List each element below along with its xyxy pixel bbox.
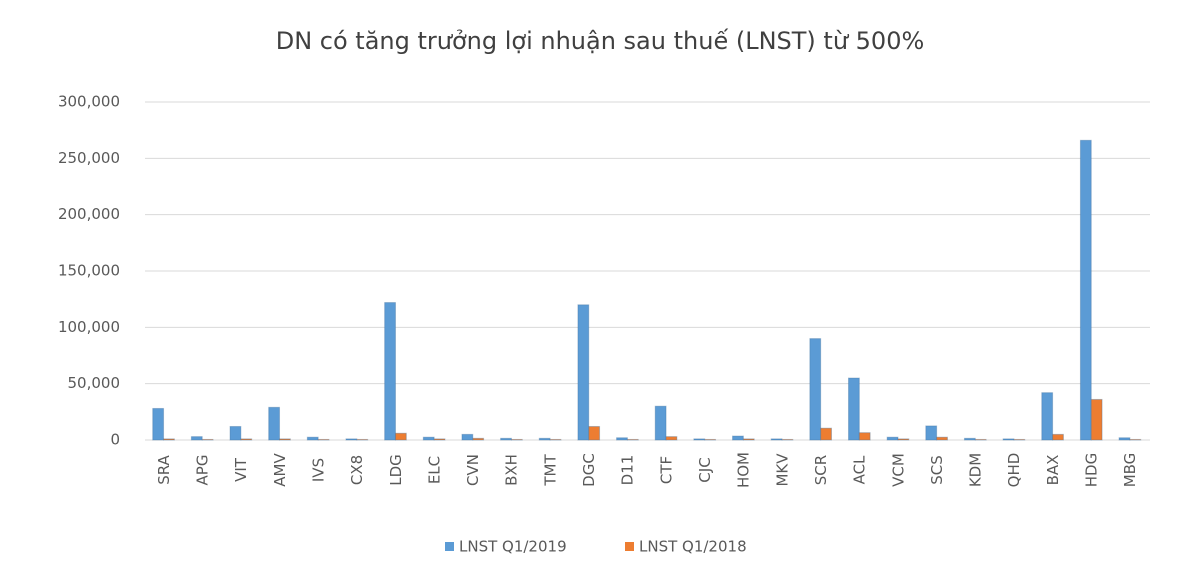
bar — [577, 304, 590, 441]
bar — [1129, 438, 1142, 441]
chart-title: DN có tăng trưởng lợi nhuận sau thuế (LN… — [276, 27, 925, 55]
bar — [654, 405, 667, 441]
x-tick-label: BAX — [1044, 455, 1062, 486]
bar — [1090, 398, 1103, 441]
x-tick-label: MBG — [1121, 453, 1139, 488]
x-tick-label: VIT — [232, 457, 250, 482]
bar — [732, 435, 744, 441]
x-tick-label: CX8 — [348, 455, 366, 485]
y-tick-label: 0 — [110, 431, 120, 449]
x-tick-label: VCM — [889, 453, 907, 487]
x-tick-label: CVN — [464, 454, 482, 486]
legend-label: LNST Q1/2019 — [459, 538, 567, 556]
bar — [510, 438, 523, 441]
x-tick-label: D11 — [619, 455, 637, 486]
x-tick-label: CJC — [696, 457, 714, 482]
x-tick-label: APG — [193, 455, 211, 486]
bar — [665, 436, 678, 441]
x-tick-label: SCS — [928, 455, 946, 485]
bar — [240, 438, 253, 441]
x-tick-label: TMT — [541, 454, 559, 487]
bar — [742, 438, 755, 441]
bar — [152, 407, 165, 441]
bar — [858, 432, 871, 441]
y-tick-label: 200,000 — [58, 205, 120, 223]
bar — [356, 438, 369, 441]
x-tick-label: AMV — [271, 453, 289, 487]
bar — [317, 438, 330, 441]
bar — [268, 406, 281, 441]
x-tick-label: SRA — [155, 454, 173, 484]
x-tick-label: CTF — [657, 456, 675, 484]
bar — [1052, 433, 1064, 441]
x-tick-label: ACL — [851, 455, 869, 484]
bar — [433, 438, 446, 441]
bar — [1079, 139, 1092, 441]
bar — [1118, 437, 1131, 441]
bar — [201, 438, 214, 441]
bar — [925, 425, 938, 441]
y-tick-label: 150,000 — [58, 262, 120, 280]
bar — [936, 436, 948, 441]
x-tick-label: BXH — [503, 454, 521, 486]
bar — [163, 438, 175, 441]
x-tick-label: MKV — [773, 453, 791, 487]
bar — [897, 438, 910, 441]
x-tick-label: HOM — [735, 452, 753, 488]
bar — [549, 438, 562, 441]
bar — [820, 427, 832, 441]
x-tick-label: ELC — [425, 456, 443, 484]
x-tick-label: HDG — [1083, 453, 1101, 487]
bar — [848, 377, 860, 441]
bar — [770, 438, 783, 441]
bar — [345, 438, 358, 441]
bar — [809, 338, 822, 441]
bar — [616, 437, 628, 441]
legend-swatch — [445, 542, 454, 551]
legend-swatch — [625, 542, 634, 551]
bar — [394, 432, 407, 441]
bar — [190, 436, 203, 441]
bar — [1002, 438, 1015, 441]
x-tick-label: LDG — [387, 454, 405, 486]
x-tick-label: DGC — [580, 453, 598, 487]
x-tick-label: IVS — [309, 458, 327, 482]
bar — [588, 425, 601, 441]
bar — [693, 438, 706, 441]
legend-label: LNST Q1/2018 — [639, 538, 747, 556]
y-tick-label: 50,000 — [68, 374, 121, 392]
bar — [500, 437, 512, 441]
bar — [704, 438, 717, 441]
bar — [886, 436, 899, 441]
bar — [538, 437, 551, 441]
bar — [974, 438, 987, 441]
x-tick-label: SCR — [812, 455, 830, 485]
bar — [422, 436, 435, 441]
bar — [626, 438, 639, 441]
x-tick-label: KDM — [967, 453, 985, 487]
y-tick-label: 300,000 — [58, 93, 120, 111]
y-tick-label: 250,000 — [58, 149, 120, 167]
bar — [781, 438, 794, 441]
bar — [229, 425, 242, 441]
bar — [1041, 392, 1054, 441]
bar — [472, 437, 485, 441]
bar — [963, 437, 976, 441]
bar — [384, 302, 396, 441]
bar — [1013, 438, 1026, 441]
bar — [461, 433, 474, 441]
bar — [279, 438, 291, 441]
y-tick-label: 100,000 — [58, 318, 120, 336]
x-tick-label: QHD — [1005, 453, 1023, 488]
bar — [306, 436, 319, 441]
